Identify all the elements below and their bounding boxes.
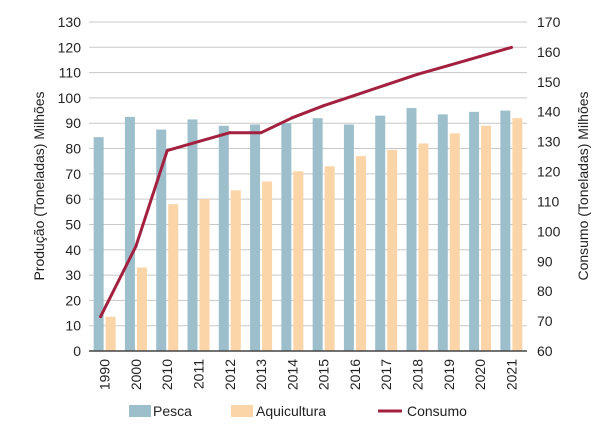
consumo-line-group xyxy=(99,45,513,319)
aquicultura-bar xyxy=(262,181,273,351)
pesca-bar xyxy=(250,124,261,351)
consumo-point xyxy=(197,140,200,144)
y2-tick-label: 110 xyxy=(537,193,560,209)
legend-swatch-aquicultura xyxy=(231,405,253,417)
y2-tick-label: 150 xyxy=(537,74,561,90)
consumo-point xyxy=(322,104,326,108)
y-tick-label: 120 xyxy=(58,39,82,55)
aquicultura-bar xyxy=(293,171,304,351)
pesca-bar xyxy=(187,119,198,351)
consumo-point xyxy=(290,116,294,120)
axes: 0 10 20 30 40 50 60 70 80 90 100 110 120 130 60 70 80 90 1… xyxy=(58,14,561,390)
y-tick-label: 10 xyxy=(65,318,81,334)
aquicultura-bar xyxy=(168,204,179,351)
y-tick-label: 20 xyxy=(65,292,81,308)
aquicultura-bar xyxy=(324,166,335,351)
aquicultura-bar xyxy=(199,199,210,351)
y-tick-label: 0 xyxy=(73,343,81,359)
x-tick-label: 1990 xyxy=(97,359,113,390)
consumo-line xyxy=(99,45,513,319)
pesca-bar xyxy=(437,114,448,351)
pesca-bar xyxy=(312,118,323,352)
y2-tick-label: 60 xyxy=(537,343,553,359)
pesca-bar xyxy=(500,110,511,351)
x-tick-label: 2012 xyxy=(222,359,238,390)
y2-tick-label: 170 xyxy=(537,14,561,30)
consumo-point xyxy=(509,45,513,49)
y-tick-label: 100 xyxy=(58,90,82,106)
y2-tick-label: 70 xyxy=(537,313,553,329)
y-tick-label: 90 xyxy=(65,115,81,131)
x-tick-label: 2019 xyxy=(441,359,457,390)
y-tick-label: 60 xyxy=(65,191,81,207)
bars xyxy=(93,108,523,352)
pesca-bar xyxy=(218,125,229,351)
pesca-bar xyxy=(343,124,354,351)
consumo-point xyxy=(228,131,232,135)
legend-label-consumo: Consumo xyxy=(407,403,467,419)
pesca-bar xyxy=(375,115,386,351)
x-tick-label: 2020 xyxy=(472,359,488,390)
x-tick-label: 2018 xyxy=(410,359,426,390)
aquicultura-bar xyxy=(481,125,492,351)
pesca-bar xyxy=(469,111,480,351)
consumo-point xyxy=(384,83,388,87)
aquicultura-bar xyxy=(512,118,523,352)
y-tick-label: 70 xyxy=(65,166,81,182)
consumo-point xyxy=(447,63,451,67)
consumo-point xyxy=(478,54,482,58)
x-tick-label: 2021 xyxy=(503,359,519,390)
consumo-point xyxy=(416,72,419,76)
consumo-point xyxy=(134,244,138,248)
gridlines xyxy=(89,21,527,327)
consumo-point xyxy=(99,315,103,319)
y-tick-label: 40 xyxy=(65,242,81,258)
pesca-bar xyxy=(156,129,167,351)
legend-label-pesca: Pesca xyxy=(153,403,192,419)
consumo-point xyxy=(259,131,263,135)
aquicultura-bar xyxy=(418,143,429,351)
x-tick-label: 2016 xyxy=(347,359,363,390)
aquicultura-bar xyxy=(449,133,460,351)
y-tick-label: 30 xyxy=(65,267,81,283)
x-tick-label: 2015 xyxy=(316,359,332,390)
legend-swatch-pesca xyxy=(129,405,151,417)
y2-tick-label: 160 xyxy=(537,44,561,60)
y2-tick-label: 100 xyxy=(537,223,561,239)
aquicultura-bar xyxy=(136,267,147,351)
y2-axis-title: Consumo (Toneladas) Milhões xyxy=(575,91,591,280)
y-tick-label: 80 xyxy=(65,141,81,157)
pesca-bar xyxy=(281,123,292,351)
x-tick-label: 2010 xyxy=(159,359,175,390)
y2-tick-label: 90 xyxy=(537,253,553,269)
y-axis-title: Produção (Toneladas) Milhões xyxy=(31,91,47,280)
x-tick-label: 2014 xyxy=(284,359,300,390)
aquicultura-bar xyxy=(355,156,366,351)
y2-tick-label: 120 xyxy=(537,164,561,180)
consumo-point xyxy=(165,149,169,153)
legend-label-aquicultura: Aquicultura xyxy=(256,403,326,419)
pesca-bar xyxy=(93,137,104,351)
pesca-bar xyxy=(406,108,417,352)
aquicultura-bar xyxy=(387,149,398,351)
y2-tick-label: 140 xyxy=(537,104,561,120)
y2-tick-label: 130 xyxy=(537,134,561,150)
x-tick-label: 2011 xyxy=(191,359,207,389)
consumo-point xyxy=(353,93,357,97)
y-tick-label: 50 xyxy=(65,216,81,232)
y-tick-label: 110 xyxy=(59,65,82,81)
legend: Pesca Aquicultura Consumo xyxy=(129,403,467,419)
y-tick-label: 130 xyxy=(58,14,82,30)
aquicultura-bar xyxy=(105,316,116,351)
x-tick-label: 2000 xyxy=(128,359,144,390)
aquicultura-bar xyxy=(230,190,241,351)
x-tick-label: 2017 xyxy=(378,359,394,390)
x-tick-label: 2013 xyxy=(253,359,269,390)
y2-tick-label: 80 xyxy=(537,283,553,299)
pesca-bar xyxy=(124,116,135,352)
